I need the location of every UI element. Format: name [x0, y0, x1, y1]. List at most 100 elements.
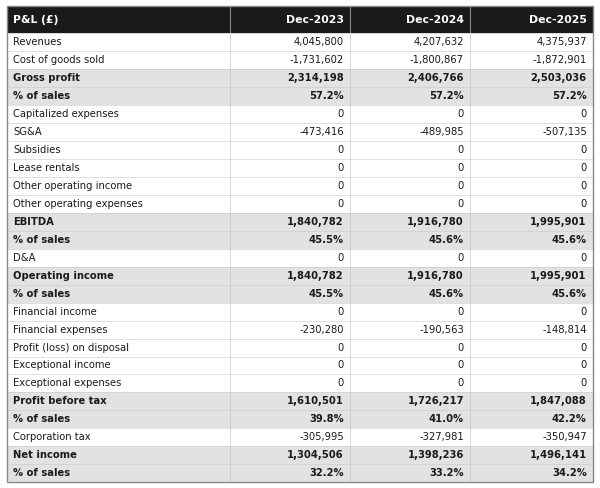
Text: Capitalized expenses: Capitalized expenses: [13, 109, 119, 119]
Bar: [7, 123, 593, 141]
Text: -507,135: -507,135: [542, 127, 587, 137]
Text: % of sales: % of sales: [13, 91, 70, 102]
Text: D&A: D&A: [13, 253, 36, 263]
Bar: [7, 6, 593, 34]
Text: 0: 0: [581, 378, 587, 388]
Text: % of sales: % of sales: [13, 235, 70, 245]
Text: 0: 0: [581, 163, 587, 173]
Text: Other operating income: Other operating income: [13, 181, 133, 191]
Text: 45.5%: 45.5%: [308, 289, 344, 299]
Bar: [7, 249, 593, 267]
Text: 45.6%: 45.6%: [551, 289, 587, 299]
Bar: [7, 428, 593, 446]
Text: 2,503,036: 2,503,036: [530, 73, 587, 83]
Text: 0: 0: [338, 253, 344, 263]
Text: 42.2%: 42.2%: [552, 414, 587, 425]
Bar: [7, 231, 593, 249]
Text: 1,995,901: 1,995,901: [530, 217, 587, 227]
Text: 0: 0: [338, 343, 344, 352]
Text: % of sales: % of sales: [13, 468, 70, 478]
Bar: [7, 34, 593, 51]
Text: Financial income: Financial income: [13, 306, 97, 317]
Text: Exceptional expenses: Exceptional expenses: [13, 378, 122, 388]
Text: 45.6%: 45.6%: [551, 235, 587, 245]
Text: 0: 0: [581, 253, 587, 263]
Text: 39.8%: 39.8%: [309, 414, 344, 425]
Text: 1,916,780: 1,916,780: [407, 271, 464, 281]
Bar: [7, 321, 593, 339]
Bar: [7, 87, 593, 105]
Bar: [7, 159, 593, 177]
Bar: [7, 392, 593, 410]
Text: 0: 0: [458, 199, 464, 209]
Text: 0: 0: [458, 145, 464, 155]
Text: -230,280: -230,280: [299, 325, 344, 335]
Text: 0: 0: [581, 343, 587, 352]
Text: Financial expenses: Financial expenses: [13, 325, 108, 335]
Text: Dec-2023: Dec-2023: [286, 15, 344, 25]
Text: -1,800,867: -1,800,867: [410, 56, 464, 65]
Bar: [7, 195, 593, 213]
Text: 57.2%: 57.2%: [309, 91, 344, 102]
Text: 0: 0: [581, 199, 587, 209]
Text: Cost of goods sold: Cost of goods sold: [13, 56, 105, 65]
Text: -190,563: -190,563: [419, 325, 464, 335]
Text: 4,045,800: 4,045,800: [293, 38, 344, 47]
Text: 57.2%: 57.2%: [552, 91, 587, 102]
Text: 45.6%: 45.6%: [428, 235, 464, 245]
Bar: [7, 339, 593, 357]
Bar: [7, 141, 593, 159]
Bar: [7, 446, 593, 464]
Text: 0: 0: [338, 163, 344, 173]
Text: 0: 0: [458, 343, 464, 352]
Bar: [7, 357, 593, 374]
Text: 0: 0: [458, 109, 464, 119]
Text: 1,726,217: 1,726,217: [407, 396, 464, 407]
Text: % of sales: % of sales: [13, 289, 70, 299]
Text: -489,985: -489,985: [419, 127, 464, 137]
Text: Operating income: Operating income: [13, 271, 114, 281]
Text: 1,840,782: 1,840,782: [287, 217, 344, 227]
Text: 0: 0: [338, 306, 344, 317]
Text: -1,731,602: -1,731,602: [290, 56, 344, 65]
Text: 0: 0: [338, 378, 344, 388]
Text: 0: 0: [581, 145, 587, 155]
Text: Profit before tax: Profit before tax: [13, 396, 107, 407]
Text: 1,995,901: 1,995,901: [530, 271, 587, 281]
Text: 0: 0: [458, 181, 464, 191]
Text: Gross profit: Gross profit: [13, 73, 80, 83]
Text: 0: 0: [338, 109, 344, 119]
Text: 0: 0: [338, 361, 344, 370]
Text: 45.6%: 45.6%: [428, 289, 464, 299]
Text: -305,995: -305,995: [299, 432, 344, 442]
Text: 0: 0: [458, 253, 464, 263]
Text: Dec-2024: Dec-2024: [406, 15, 464, 25]
Text: 34.2%: 34.2%: [552, 468, 587, 478]
Bar: [7, 464, 593, 482]
Text: % of sales: % of sales: [13, 414, 70, 425]
Text: Net income: Net income: [13, 450, 77, 460]
Text: 0: 0: [338, 181, 344, 191]
Text: 41.0%: 41.0%: [428, 414, 464, 425]
Text: 33.2%: 33.2%: [429, 468, 464, 478]
Text: 4,375,937: 4,375,937: [536, 38, 587, 47]
Text: 1,398,236: 1,398,236: [407, 450, 464, 460]
Text: 4,207,632: 4,207,632: [413, 38, 464, 47]
Text: Lease rentals: Lease rentals: [13, 163, 80, 173]
Text: 45.5%: 45.5%: [308, 235, 344, 245]
Text: 1,304,506: 1,304,506: [287, 450, 344, 460]
Text: Dec-2025: Dec-2025: [529, 15, 587, 25]
Text: 57.2%: 57.2%: [429, 91, 464, 102]
Bar: [7, 410, 593, 428]
Text: -148,814: -148,814: [542, 325, 587, 335]
Text: 2,406,766: 2,406,766: [407, 73, 464, 83]
Text: 0: 0: [581, 306, 587, 317]
Text: 0: 0: [581, 361, 587, 370]
Text: 0: 0: [338, 145, 344, 155]
Text: -1,872,901: -1,872,901: [533, 56, 587, 65]
Bar: [7, 303, 593, 321]
Bar: [7, 374, 593, 392]
Bar: [7, 267, 593, 285]
Text: P&L (£): P&L (£): [13, 15, 59, 25]
Text: Revenues: Revenues: [13, 38, 62, 47]
